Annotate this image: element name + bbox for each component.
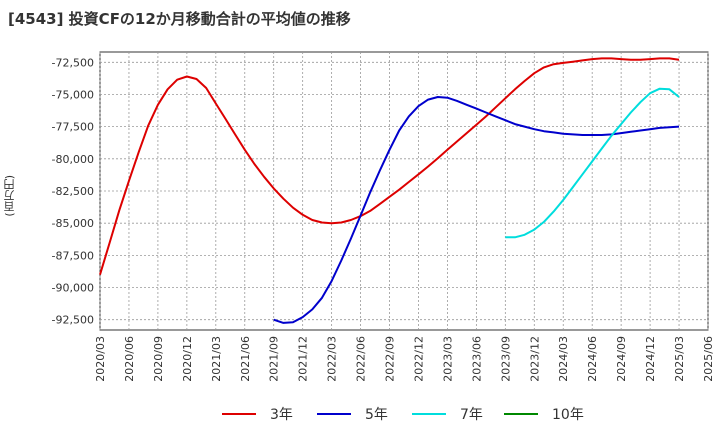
legend-item: 10年 — [504, 402, 584, 426]
x-tick-label: 2022/03 — [326, 336, 339, 382]
legend-label: 10年 — [552, 407, 584, 423]
y-tick-label: -90,000 — [52, 282, 94, 295]
y-tick-label: -92,500 — [52, 314, 94, 327]
legend-item: 7年 — [412, 402, 483, 426]
legend-swatch — [412, 413, 446, 415]
chart-title: [4543] 投資CFの12か月移動合計の平均値の推移 — [8, 10, 351, 28]
x-tick-label: 2020/03 — [94, 336, 107, 382]
x-tick-label: 2025/06 — [702, 336, 715, 382]
x-tick-label: 2023/06 — [470, 336, 483, 382]
x-tick-label: 2024/03 — [557, 336, 570, 382]
x-tick-label: 2021/03 — [210, 336, 223, 382]
x-tick-label: 2020/12 — [181, 336, 194, 382]
x-tick-label: 2021/06 — [239, 336, 252, 382]
x-tick-label: 2025/03 — [673, 336, 686, 382]
legend-label: 3年 — [270, 407, 293, 423]
legend-label: 5年 — [365, 407, 388, 423]
legend-item: 3年 — [222, 402, 293, 426]
y-tick-label: -85,000 — [52, 217, 94, 230]
x-tick-label: 2021/09 — [268, 336, 281, 382]
legend-swatch — [222, 413, 256, 415]
y-tick-label: -82,500 — [52, 185, 94, 198]
x-tick-label: 2023/09 — [499, 336, 512, 382]
x-tick-label: 2024/12 — [644, 336, 657, 382]
legend-swatch — [504, 413, 538, 415]
series-line-3年 — [99, 57, 680, 275]
x-tick-label: 2021/12 — [297, 336, 310, 382]
legend: 3年 5年 7年 10年 — [0, 402, 720, 426]
legend-item: 5年 — [317, 402, 388, 426]
legend-swatch — [317, 413, 351, 415]
y-tick-label: -80,000 — [52, 153, 94, 166]
series-line-7年 — [505, 87, 680, 239]
y-tick-label: -77,500 — [52, 121, 94, 134]
x-tick-label: 2024/06 — [586, 336, 599, 382]
legend-label: 7年 — [460, 407, 483, 423]
y-tick-label: -87,500 — [52, 249, 94, 262]
x-tick-label: 2020/06 — [123, 336, 136, 382]
x-tick-label: 2022/06 — [355, 336, 368, 382]
y-tick-label: -75,000 — [52, 88, 94, 101]
x-tick-label: 2023/03 — [441, 336, 454, 382]
x-tick-label: 2020/09 — [152, 336, 165, 382]
x-tick-label: 2022/09 — [384, 336, 397, 382]
y-tick-label: -72,500 — [52, 56, 94, 69]
x-tick-label: 2024/09 — [615, 336, 628, 382]
x-tick-label: 2023/12 — [528, 336, 541, 382]
x-tick-label: 2022/12 — [412, 336, 425, 382]
